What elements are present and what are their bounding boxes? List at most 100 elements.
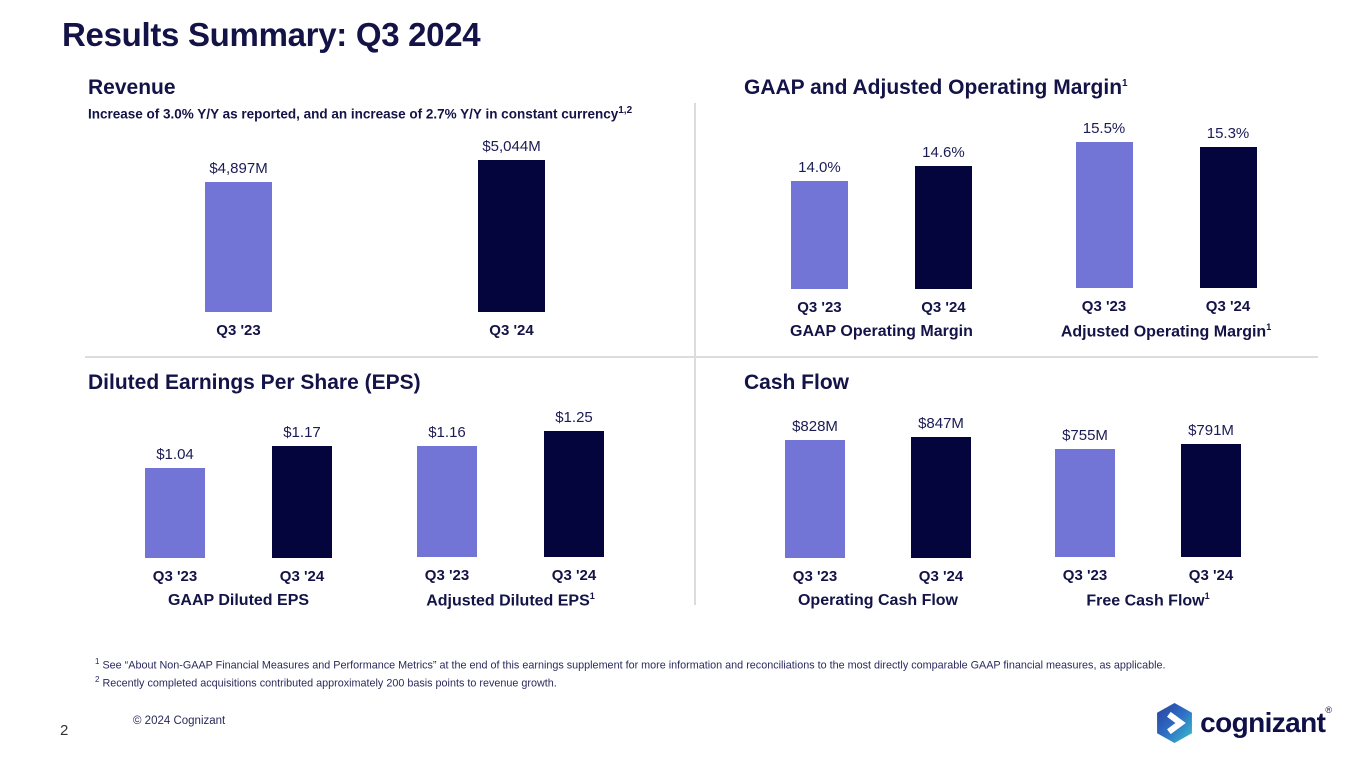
group-label-footnote-marker: 1 xyxy=(1204,591,1210,601)
footnotes: 1 See “About Non-GAAP Financial Measures… xyxy=(95,655,1165,691)
bar-category-label: Q3 '23 xyxy=(152,568,198,586)
bar-value-label: $1.16 xyxy=(428,424,466,441)
group-label-footnote-marker: 1 xyxy=(589,591,595,601)
bar xyxy=(1055,449,1115,557)
bar-group: $828M $847M Q3 '23 Q3 '24 Operating Cash Flo… xyxy=(785,415,971,610)
group-label-footnote-marker: 1 xyxy=(1266,322,1272,332)
footnote-2: 2 Recently completed acquisitions contri… xyxy=(95,673,1165,691)
chart-group-label: Operating Cash Flow xyxy=(797,592,958,610)
bar-wrap: $4,897M xyxy=(205,160,272,312)
bar-value-label: $828M xyxy=(792,418,838,436)
bar-category-label: Q3 '24 xyxy=(1188,567,1234,584)
bars-row: 15.5% 15.3% xyxy=(1075,120,1257,288)
bar xyxy=(544,431,604,557)
bar-group: 14.0% 14.6% Q3 '23 Q3 '24 GAAP Operating Mar… xyxy=(790,135,973,341)
bar-value-label: $1.04 xyxy=(156,446,194,464)
bar-group: $1.16 $1.25 Q3 '23 Q3 '24 Adjusted Diluted E… xyxy=(417,409,604,610)
category-labels-row: Q3 '23 Q3 '24 xyxy=(145,568,332,585)
category-labels-row: Q3 '23 Q3 '24 xyxy=(1055,567,1241,584)
operating-margin-bar-chart: 14.0% 14.6% Q3 '23 Q3 '24 GAAP Operating Mar… xyxy=(790,120,1272,341)
bars-row: $4,897M xyxy=(205,152,272,312)
bar xyxy=(1075,142,1133,288)
footnote-1-text: See “About Non-GAAP Financial Measures a… xyxy=(102,659,1166,672)
eps-heading-text: Diluted Earnings Per Share (EPS) xyxy=(88,371,421,394)
bar xyxy=(417,446,477,557)
bar-category-label: Q3 '24 xyxy=(279,568,325,586)
bar-wrap: $1.17 xyxy=(272,424,332,559)
bar-value-label: $1.17 xyxy=(283,424,321,442)
bars-row: 14.0% 14.6% xyxy=(790,135,972,290)
bar-category-label: Q3 '23 xyxy=(792,568,838,586)
bar-wrap: $1.16 xyxy=(417,424,477,557)
chart-group-label: Adjusted Diluted EPS1 xyxy=(426,591,595,610)
bar-wrap: $828M xyxy=(785,418,845,559)
category-labels-row: Q3 '23 Q3 '24 xyxy=(1076,298,1257,315)
bars-row: $1.16 $1.25 xyxy=(417,409,604,557)
bar-group: $755M $791M Q3 '23 Q3 '24 Free Cash Flow1 xyxy=(1055,420,1241,610)
footnote-1-marker: 1 xyxy=(95,657,100,666)
bars-row: $5,044M xyxy=(478,138,545,312)
cash-flow-heading: Cash Flow xyxy=(744,371,849,395)
bars-row: $1.04 $1.17 xyxy=(145,424,332,559)
bar-value-label: 14.0% xyxy=(798,159,841,177)
bar-wrap: $847M xyxy=(911,415,971,559)
bar-category-label: Q3 '24 xyxy=(918,568,964,586)
operating-margin-heading: GAAP and Adjusted Operating Margin1 xyxy=(744,76,1128,100)
operating-margin-footnote-marker: 1 xyxy=(1122,78,1128,89)
bar-wrap: $5,044M xyxy=(478,138,545,312)
bars-row: $755M $791M xyxy=(1055,420,1241,557)
bar-wrap: $1.04 xyxy=(145,446,205,559)
bar-category-label: Q3 '23 xyxy=(216,322,261,339)
cognizant-logo-icon xyxy=(1157,703,1193,743)
revenue-heading: Revenue xyxy=(88,76,176,100)
chart-group-label: Adjusted Operating Margin1 xyxy=(1060,322,1272,341)
category-labels-row: Q3 '23 Q3 '24 xyxy=(417,567,604,584)
registered-trademark-icon: ® xyxy=(1325,705,1332,715)
bar-category-label: Q3 '24 xyxy=(489,322,534,339)
bar-category-label: Q3 '23 xyxy=(424,567,470,584)
cash-flow-heading-text: Cash Flow xyxy=(744,371,850,394)
eps-bar-chart: $1.04 $1.17 Q3 '23 Q3 '24 GAAP Diluted EPS $1… xyxy=(145,409,604,610)
bar xyxy=(145,468,205,559)
operating-margin-heading-text: GAAP and Adjusted Operating Margin xyxy=(744,76,1123,99)
bar xyxy=(911,437,971,559)
cash-flow-bar-chart: $828M $847M Q3 '23 Q3 '24 Operating Cash Flo… xyxy=(785,415,1241,610)
category-labels-row: Q3 '23 Q3 '24 xyxy=(791,299,972,316)
bar-category-label: Q3 '23 xyxy=(797,299,842,317)
bar xyxy=(914,166,972,290)
bar-value-label: $755M xyxy=(1062,427,1108,444)
bar-group: 15.5% 15.3% Q3 '23 Q3 '24 Adjusted Operating… xyxy=(1060,120,1272,341)
bar-category-label: Q3 '23 xyxy=(1062,567,1108,584)
bar-category-label: Q3 '23 xyxy=(1081,298,1127,315)
revenue-subtitle-footnote-marker: 1,2 xyxy=(618,105,633,116)
bar-wrap: $755M xyxy=(1055,427,1115,557)
bar xyxy=(1181,444,1241,557)
page-number: 2 xyxy=(60,722,69,739)
revenue-subtitle: Increase of 3.0% Y/Y as reported, and an… xyxy=(88,105,632,122)
footnote-1: 1 See “About Non-GAAP Financial Measures… xyxy=(95,655,1165,673)
bar-wrap: $1.25 xyxy=(544,409,604,557)
category-labels-row: Q3 '24 xyxy=(478,322,545,339)
bars-row: $828M $847M xyxy=(785,415,971,559)
bar xyxy=(1199,147,1257,288)
bar-wrap: 15.3% xyxy=(1199,125,1257,288)
revenue-subtitle-text: Increase of 3.0% Y/Y as reported, and an… xyxy=(88,106,619,122)
revenue-heading-text: Revenue xyxy=(88,76,176,99)
bar xyxy=(205,182,272,312)
bar-wrap: $791M xyxy=(1181,422,1241,557)
page-title: Results Summary: Q3 2024 xyxy=(62,16,481,53)
bar-wrap: 14.6% xyxy=(914,144,972,290)
bar-group: $4,897M Q3 '23 xyxy=(205,152,272,339)
chart-group-label: Free Cash Flow1 xyxy=(1086,591,1210,610)
chart-group-label: GAAP Diluted EPS xyxy=(167,592,310,610)
bar-wrap: 15.5% xyxy=(1075,120,1133,288)
bar-value-label: 15.3% xyxy=(1206,125,1250,142)
bar-group: $1.04 $1.17 Q3 '23 Q3 '24 GAAP Diluted EPS xyxy=(145,424,332,610)
eps-heading: Diluted Earnings Per Share (EPS) xyxy=(88,371,421,395)
bar xyxy=(785,440,845,559)
horizontal-divider xyxy=(85,356,1318,358)
bar-group: $5,044M Q3 '24 xyxy=(478,138,545,339)
bar xyxy=(272,446,332,559)
bar-category-label: Q3 '24 xyxy=(1205,298,1251,315)
